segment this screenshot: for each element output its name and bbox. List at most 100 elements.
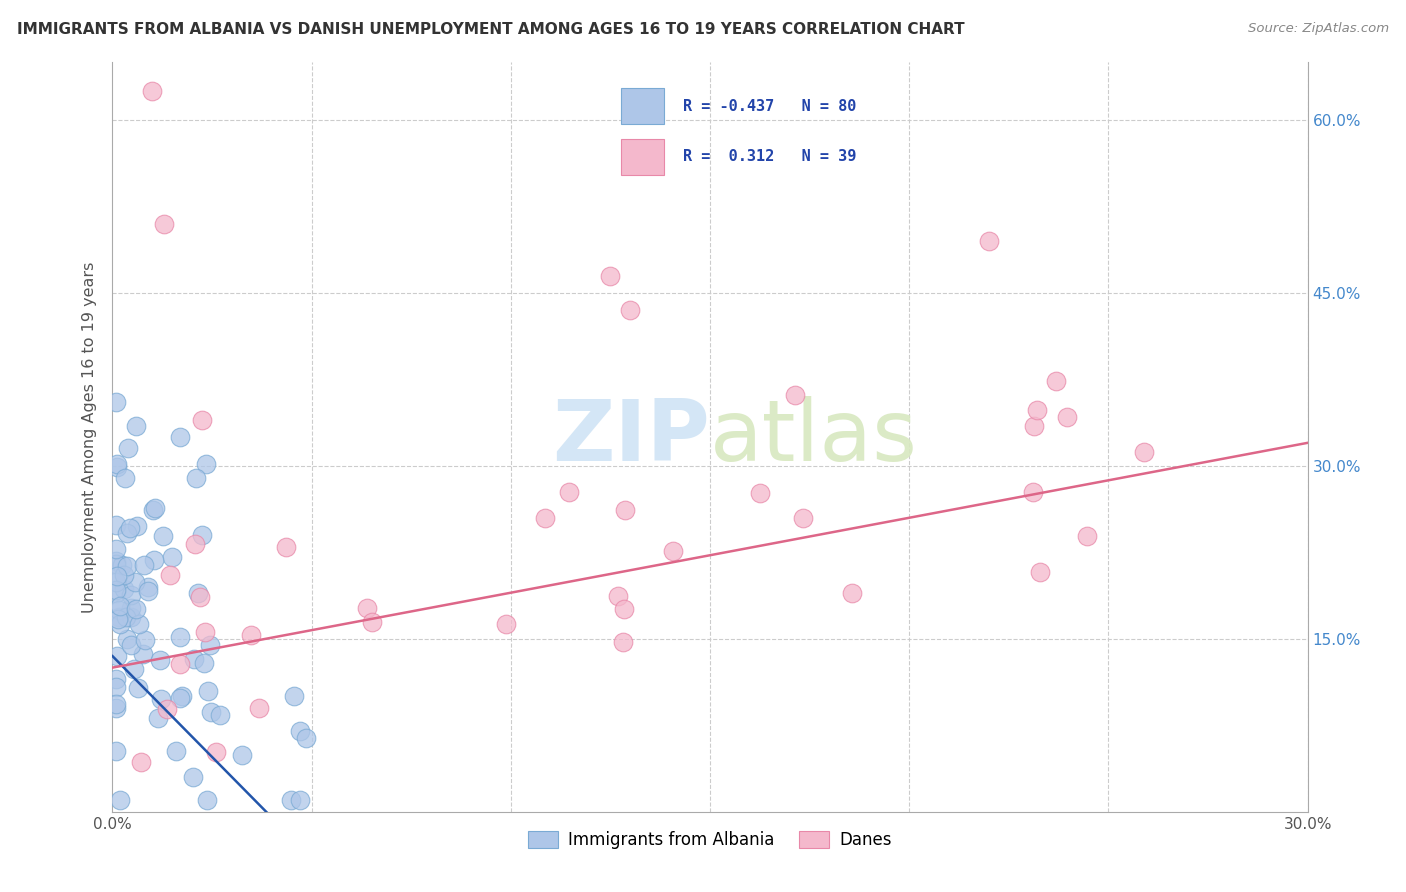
Point [105,575,128,590]
Point [1021,485,1043,500]
Point [108,793,131,807]
Point [105,586,128,600]
Point [558,485,581,500]
Point [105,648,128,663]
Point [785,388,807,402]
Point [193,656,215,670]
Point [160,549,183,564]
Point [110,558,132,573]
Point [120,638,142,652]
Point [188,591,211,605]
Point [1029,566,1052,580]
Text: atlas: atlas [710,395,918,479]
Point [181,770,204,784]
Point [662,544,685,558]
Point [356,601,378,615]
Point [105,459,128,474]
Point [619,303,641,318]
Point [153,217,176,231]
Point [1076,529,1098,543]
Point [169,690,191,705]
Point [105,582,128,597]
Point [247,701,270,715]
Point [172,689,194,703]
Point [115,632,138,646]
Legend: Immigrants from Albania, Danes: Immigrants from Albania, Danes [522,824,898,855]
Point [1133,445,1156,459]
Point [105,457,128,471]
Point [115,559,138,574]
Point [1022,418,1045,433]
Point [612,635,634,649]
Point [136,580,159,594]
Point [108,617,131,632]
Point [194,457,217,471]
Point [122,662,145,676]
Point [108,599,131,613]
Point [187,586,209,600]
Point [495,617,517,632]
Point [125,518,148,533]
Point [159,568,181,582]
Point [105,743,128,757]
Point [115,610,138,624]
Text: ZIP: ZIP [553,395,710,479]
Point [208,707,231,722]
Point [156,702,179,716]
Point [143,553,166,567]
Point [129,755,152,769]
Text: Source: ZipAtlas.com: Source: ZipAtlas.com [1249,22,1389,36]
Point [599,268,621,283]
Point [183,652,205,666]
Point [112,582,135,596]
Point [197,683,219,698]
Point [283,689,305,703]
Point [120,600,142,615]
Point [105,557,128,571]
Point [141,503,163,517]
Point [134,633,156,648]
Point [239,628,262,642]
Point [361,615,384,629]
Point [165,744,187,758]
Point [198,638,221,652]
Point [127,681,149,695]
Point [533,511,555,525]
Point [152,529,174,543]
Point [120,520,142,534]
Point [195,793,218,807]
Point [120,588,142,602]
Point [108,603,131,617]
Point [280,793,302,807]
Point [107,612,129,626]
Point [112,568,135,582]
Point [191,528,214,542]
Point [186,471,208,485]
Point [288,793,311,807]
Point [105,673,128,687]
Point [108,609,131,624]
Point [1045,374,1067,388]
Point [105,395,128,409]
Point [748,486,770,500]
Point [1026,402,1049,417]
Point [114,470,136,484]
Point [149,692,172,706]
Point [141,84,163,98]
Point [274,540,297,554]
Point [194,625,217,640]
Point [105,680,128,694]
Point [183,537,205,551]
Point [613,503,636,517]
Point [205,745,228,759]
Point [607,589,630,603]
Point [105,698,128,712]
Point [128,617,150,632]
Point [143,501,166,516]
Point [169,630,191,644]
Point [977,234,1000,248]
Text: IMMIGRANTS FROM ALBANIA VS DANISH UNEMPLOYMENT AMONG AGES 16 TO 19 YEARS CORRELA: IMMIGRANTS FROM ALBANIA VS DANISH UNEMPL… [17,22,965,37]
Point [117,525,139,540]
Point [149,652,172,666]
Point [117,441,139,455]
